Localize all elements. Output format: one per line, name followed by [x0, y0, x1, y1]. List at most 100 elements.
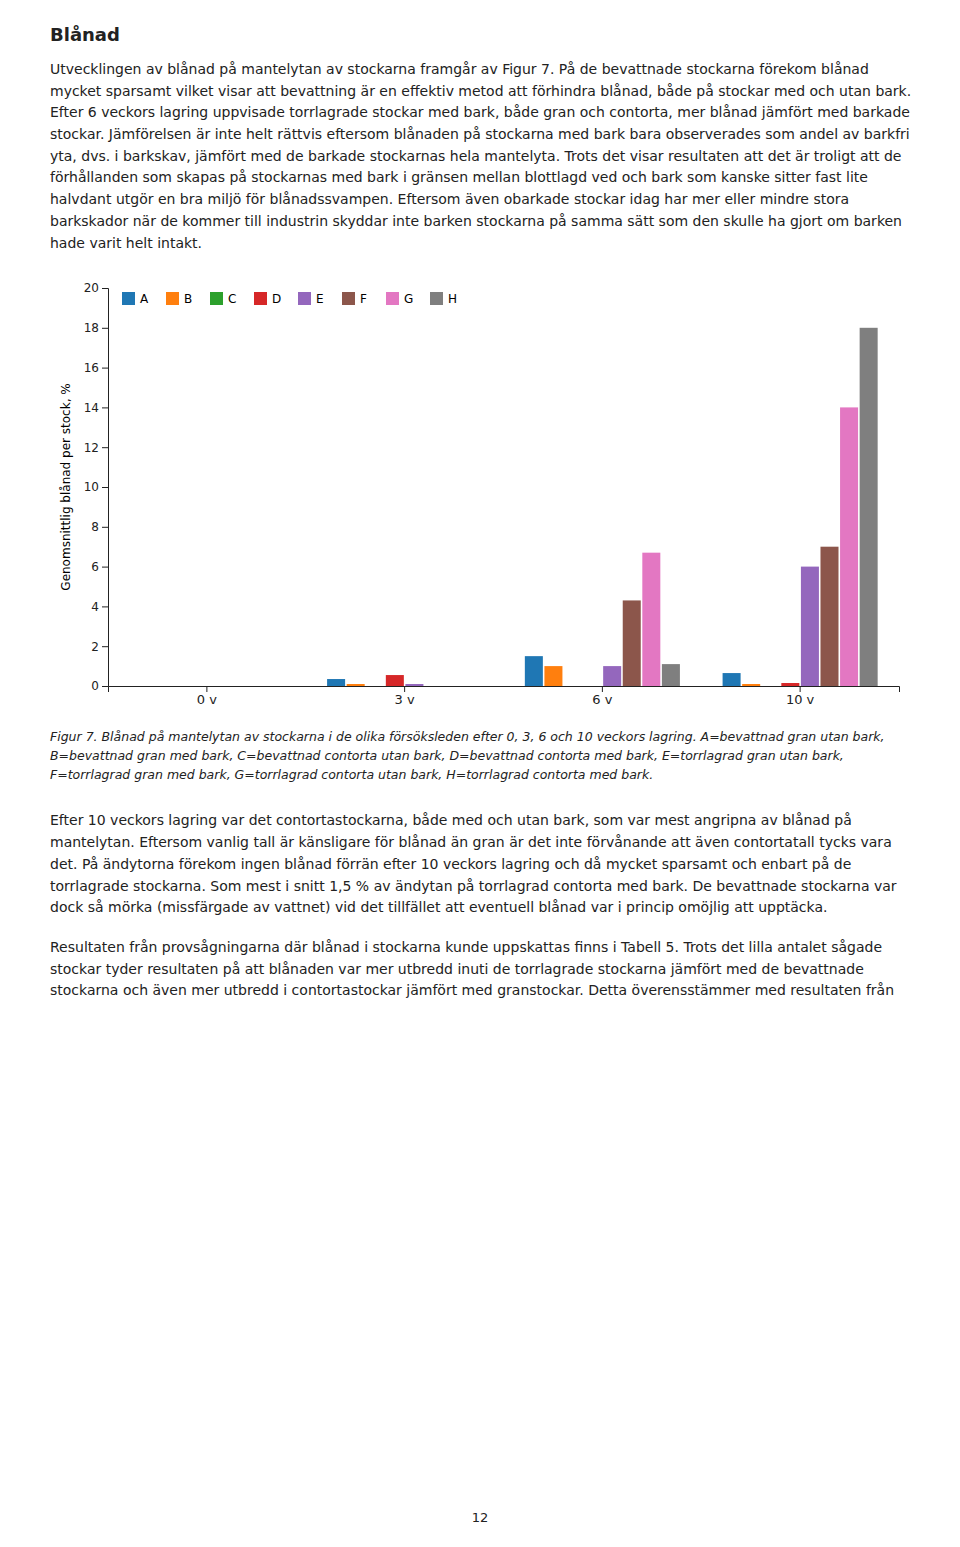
legend-label: G — [404, 292, 413, 306]
y-tick: 4 — [91, 600, 108, 614]
tick-mark — [102, 607, 108, 608]
legend-item: B — [166, 292, 192, 306]
tick-mark — [102, 408, 108, 409]
bar — [445, 686, 463, 687]
figure-caption: Figur 7. Blånad på mantelytan av stockar… — [50, 728, 915, 784]
bar-series — [405, 567, 819, 686]
bar-series — [662, 328, 878, 686]
legend-swatch — [166, 292, 179, 305]
paragraph: Utvecklingen av blånad på mantelytan av … — [50, 59, 915, 254]
legend-item: H — [430, 292, 457, 306]
bar — [662, 664, 680, 686]
x-tick: 6 v — [592, 686, 612, 707]
legend-label: B — [184, 292, 192, 306]
bar-series — [347, 666, 761, 686]
tick-label: 10 v — [786, 692, 815, 707]
x-tick: 3 v — [395, 686, 415, 707]
bar-series — [386, 675, 800, 686]
tick-label: 0 v — [197, 692, 217, 707]
axis-domain — [109, 687, 900, 693]
bars — [327, 328, 878, 686]
tick-mark — [102, 487, 108, 488]
tick-mark — [602, 686, 603, 692]
tick-mark — [102, 686, 108, 687]
y-tick: 0 — [91, 680, 108, 694]
tick-label: 6 v — [592, 692, 612, 707]
bar — [168, 686, 186, 687]
y-tick: 12 — [84, 441, 108, 455]
y-tick: 20 — [84, 282, 108, 296]
tick-mark — [206, 686, 207, 692]
tick-label: 0 — [91, 680, 99, 694]
y-axis: 02468101214161820 — [84, 282, 109, 694]
bar — [266, 686, 284, 687]
tick-mark — [102, 328, 108, 329]
legend-item: G — [386, 292, 413, 306]
bar — [584, 686, 602, 687]
legend-item: C — [210, 292, 236, 306]
legend-item: A — [122, 292, 149, 306]
tick-mark — [102, 646, 108, 647]
tick-mark — [102, 527, 108, 528]
x-tick: 0 v — [197, 686, 217, 707]
legend-item: E — [298, 292, 324, 306]
bar — [149, 686, 167, 687]
tick-label: 3 v — [395, 692, 415, 707]
bar — [723, 673, 741, 686]
bar — [564, 686, 582, 687]
tick-label: 4 — [91, 600, 99, 614]
bar — [188, 686, 206, 687]
tick-label: 14 — [84, 401, 99, 415]
legend-swatch — [342, 292, 355, 305]
bar — [742, 684, 760, 686]
bar — [247, 686, 265, 687]
y-tick: 16 — [84, 361, 108, 375]
legend-label: F — [360, 292, 367, 306]
tick-label: 2 — [91, 640, 99, 654]
bar — [208, 686, 226, 687]
legend-swatch — [210, 292, 223, 305]
chart: 024681012141618200 v3 v6 v10 vABCDEFGHGe… — [50, 272, 915, 722]
tick-label: 10 — [84, 481, 99, 495]
bar — [129, 686, 147, 687]
legend-swatch — [298, 292, 311, 305]
tick-label: 6 — [91, 560, 99, 574]
heading: Blånad — [50, 24, 915, 45]
legend-swatch — [122, 292, 135, 305]
bar — [386, 675, 404, 686]
bar — [366, 686, 384, 687]
legend-label: H — [448, 292, 457, 306]
legend-swatch — [430, 292, 443, 305]
page-number: 12 — [0, 1510, 960, 1525]
legend-swatch — [386, 292, 399, 305]
bar — [525, 656, 543, 686]
y-tick: 10 — [84, 481, 108, 495]
bar — [781, 683, 799, 686]
bar — [603, 666, 621, 686]
bar — [327, 679, 345, 686]
bar — [425, 686, 443, 687]
legend-label: E — [316, 292, 324, 306]
y-tick: 14 — [84, 401, 108, 415]
bar — [347, 684, 365, 686]
legend-label: D — [272, 292, 281, 306]
legend-item: D — [254, 292, 281, 306]
legend: A B C D E F G H — [122, 292, 457, 306]
tick-label: 18 — [84, 321, 99, 335]
bar — [801, 567, 819, 686]
y-tick: 6 — [91, 560, 108, 574]
tick-label: 16 — [84, 361, 99, 375]
axis-domain — [102, 289, 109, 687]
bar — [405, 684, 423, 686]
bar — [840, 408, 858, 687]
tick-mark — [102, 447, 108, 448]
y-tick: 18 — [84, 321, 108, 335]
bar — [464, 686, 482, 687]
paragraph: Resultaten från provsågningarna där blån… — [50, 937, 915, 1002]
tick-mark — [102, 288, 108, 289]
bar — [820, 547, 838, 686]
tick-label: 20 — [84, 282, 99, 296]
legend-label: C — [228, 292, 236, 306]
bar-series — [327, 656, 741, 686]
bar — [623, 601, 641, 687]
